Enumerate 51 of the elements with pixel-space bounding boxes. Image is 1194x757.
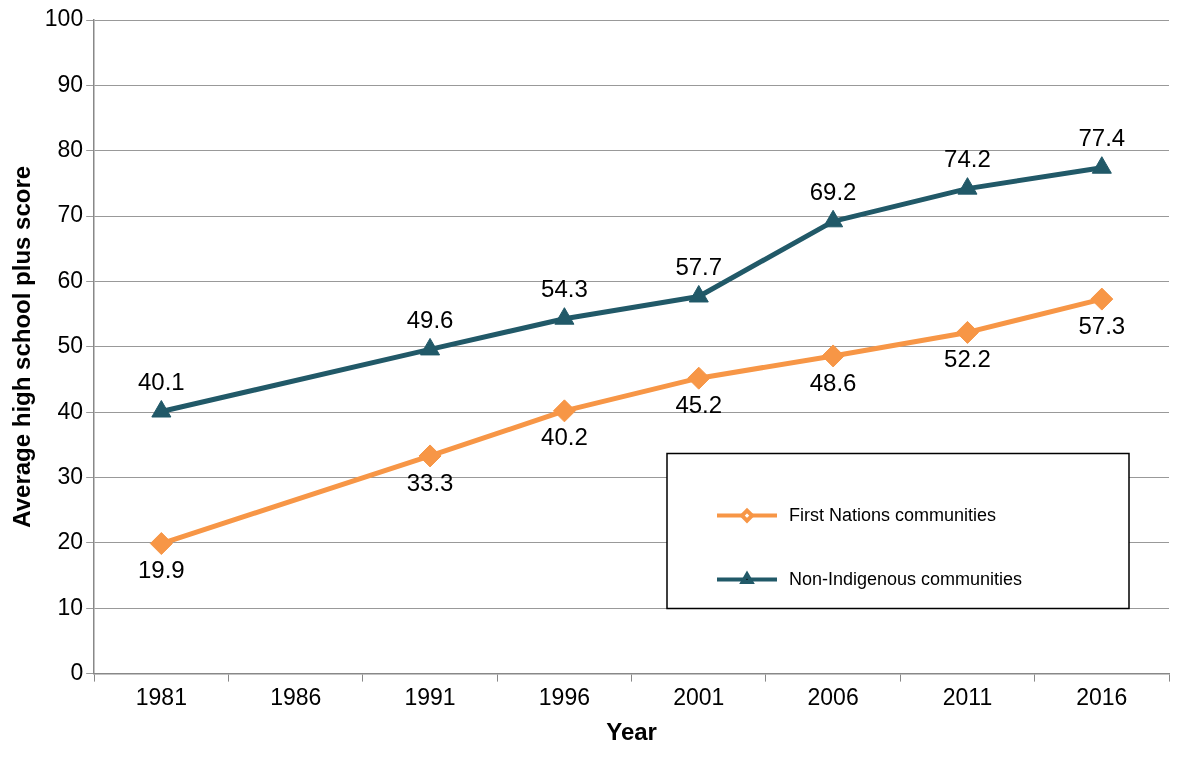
x-tick-label: 2001 <box>673 683 725 710</box>
x-axis-title: Year <box>606 718 657 746</box>
y-tick-label: 30 <box>57 462 84 489</box>
y-tick-label: 10 <box>57 593 84 620</box>
point <box>554 307 575 325</box>
y-tick-label: 90 <box>57 70 84 97</box>
y-tick-label: 0 <box>70 658 84 685</box>
x-tick-label: 1996 <box>538 683 590 710</box>
point <box>149 532 173 556</box>
data-label: 40.2 <box>541 423 588 451</box>
data-label: 77.4 <box>1078 124 1126 152</box>
data-label: 45.2 <box>675 390 723 418</box>
point <box>552 399 576 423</box>
point <box>957 177 978 195</box>
point <box>688 284 709 303</box>
y-tick-label: 50 <box>57 332 84 359</box>
y-tick-label: 40 <box>57 397 84 424</box>
point <box>1090 287 1114 311</box>
data-label: 40.1 <box>137 368 185 396</box>
legend-label: Non-Indigenous communities <box>789 568 1023 589</box>
point <box>151 400 172 418</box>
x-tick-label: 1991 <box>404 683 456 710</box>
y-tick-label: 60 <box>57 266 84 293</box>
data-label: 54.3 <box>541 275 588 303</box>
x-tick-label: 2016 <box>1076 683 1128 710</box>
legend-label: First Nations communities <box>789 504 997 525</box>
y-tick-label: 20 <box>57 528 84 555</box>
point <box>418 444 442 468</box>
y-tick-label: 70 <box>57 201 84 228</box>
point <box>955 320 979 344</box>
y-axis-title: Average high school plus score <box>8 165 36 528</box>
data-label: 74.2 <box>944 145 991 173</box>
y-tick-label: 80 <box>57 136 84 163</box>
x-tick-label: 2006 <box>807 683 859 710</box>
point <box>823 209 844 228</box>
data-label: 69.2 <box>809 177 857 205</box>
data-label: 33.3 <box>406 468 454 496</box>
data-label: 19.9 <box>137 556 185 584</box>
y-tick-label: 100 <box>44 5 84 32</box>
data-label: 48.6 <box>809 368 857 396</box>
point <box>687 366 711 390</box>
point <box>1091 156 1112 174</box>
data-label: 57.7 <box>675 253 723 281</box>
point <box>420 337 441 356</box>
point <box>821 344 845 368</box>
x-tick-label: 2011 <box>942 683 993 710</box>
x-tick-label: 1986 <box>270 683 322 710</box>
data-label: 49.6 <box>406 306 454 334</box>
x-tick-label: 1981 <box>135 683 187 710</box>
data-label: 52.2 <box>944 345 991 373</box>
data-label: 57.3 <box>1078 311 1126 339</box>
